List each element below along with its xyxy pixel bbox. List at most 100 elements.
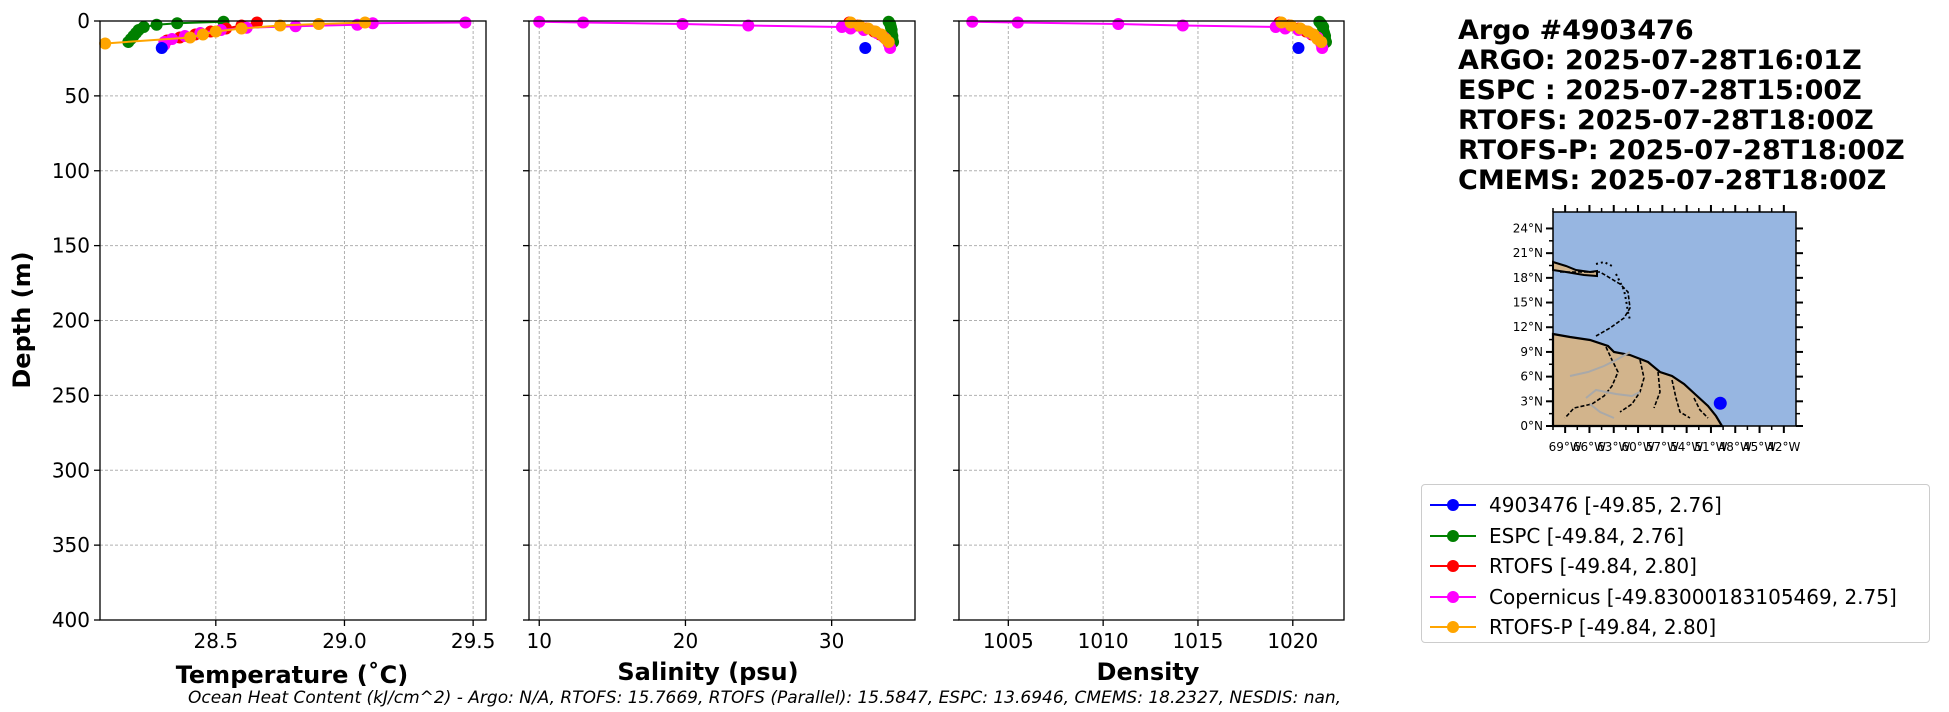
map-lon-label: 60°W xyxy=(1621,440,1654,454)
legend-entry: RTOFS-P [-49.84, 2.80] xyxy=(1422,612,1929,643)
legend-label: RTOFS-P [-49.84, 2.80] xyxy=(1489,615,1717,640)
title-line-cmems-time: CMEMS: 2025-07-28T18:00Z xyxy=(1458,165,1887,196)
map-rivers xyxy=(1569,351,1641,419)
map-lat-label: 18°N xyxy=(1513,271,1543,285)
density-panel: 1005 1010 1015 1020 xyxy=(953,15,1345,653)
legend-entry: Copernicus [-49.83000183105469, 2.75] xyxy=(1422,582,1929,613)
data-point-rtofs-p xyxy=(209,25,222,38)
legend-label: ESPC [-49.84, 2.76] xyxy=(1489,523,1685,548)
data-point-rtofs-p xyxy=(312,17,325,30)
title-line-argo-id: Argo #4903476 xyxy=(1458,15,1694,46)
map-lat-label: 6°N xyxy=(1520,370,1543,384)
map-lat-label: 9°N xyxy=(1520,345,1543,359)
data-point-rtofs-p xyxy=(184,31,197,44)
legend-marker-icon xyxy=(1430,551,1476,581)
data-point-rtofs-p xyxy=(1284,19,1297,32)
map-lon-label: 57°W xyxy=(1646,440,1679,454)
data-point-copernicus xyxy=(289,20,302,33)
map-lat-label: 0°N xyxy=(1520,419,1543,433)
data-point-rtofs xyxy=(250,16,263,29)
data-point-rtofs-p xyxy=(882,35,895,48)
y-tick-label: 350 xyxy=(52,533,90,557)
data-point-rtofs-p xyxy=(359,16,372,29)
data-point-4903476 xyxy=(859,41,872,54)
data-point-rtofs-p xyxy=(99,37,112,50)
legend-marker-icon xyxy=(1430,612,1476,642)
map-lon-label: 54°W xyxy=(1670,440,1703,454)
location-map: 0°N 3°N 6°N 9°N 12°N 15°N 18°N 21°N 24°N 69°W66°W… xyxy=(1513,205,1803,454)
legend: 4903476 [-49.85, 2.76] ESPC [-49.84, 2.76… xyxy=(1421,484,1930,643)
y-tick-label: 50 xyxy=(65,84,90,108)
map-lon-label: 63°W xyxy=(1597,440,1630,454)
y-tick-label: 100 xyxy=(52,159,90,183)
map-lon-label: 45°W xyxy=(1743,440,1776,454)
data-point-rtofs-p xyxy=(1275,16,1288,29)
title-line-rtofs-time: RTOFS: 2025-07-28T18:00Z xyxy=(1458,105,1874,136)
x-tick-label: 1010 xyxy=(1078,629,1129,653)
map-lon-label: 48°W xyxy=(1719,440,1752,454)
y-tick-label: 0 xyxy=(77,9,90,33)
y-tick-label: 400 xyxy=(52,608,90,632)
legend-label: Copernicus [-49.83000183105469, 2.75] xyxy=(1489,584,1897,609)
x-tick-label: 30 xyxy=(819,629,844,653)
legend-entry: RTOFS [-49.84, 2.80] xyxy=(1422,551,1929,582)
data-point-4903476 xyxy=(155,41,168,54)
map-land-south-america xyxy=(1551,332,1724,428)
data-point-rtofs-p xyxy=(196,28,209,41)
x-tick-label: 20 xyxy=(673,629,698,653)
map-island-arc xyxy=(1595,260,1631,321)
x-tick-label: 28.5 xyxy=(194,629,239,653)
data-point-espc xyxy=(171,17,184,30)
map-lon-label: 69°W xyxy=(1549,440,1582,454)
title-line-argo-time: ARGO: 2025-07-28T16:01Z xyxy=(1458,45,1862,76)
x-tick-label: 29.0 xyxy=(322,629,367,653)
legend-marker-icon xyxy=(1430,490,1476,520)
data-point-rtofs-p xyxy=(274,19,287,32)
x-axis-label-density: Density xyxy=(1097,658,1200,686)
data-point-rtofs-p xyxy=(235,22,248,35)
map-lat-label: 24°N xyxy=(1513,221,1543,235)
legend-label: 4903476 [-49.85, 2.76] xyxy=(1489,493,1722,518)
map-lat-label: 21°N xyxy=(1513,246,1543,260)
legend-marker-icon xyxy=(1430,521,1476,551)
map-lon-label: 42°W xyxy=(1767,440,1800,454)
data-point-4903476 xyxy=(1292,41,1305,54)
data-point-copernicus xyxy=(577,16,590,29)
x-tick-label: 1005 xyxy=(983,629,1034,653)
title-line-rtofs-p-time: RTOFS-P: 2025-07-28T18:00Z xyxy=(1458,135,1905,166)
salinity-panel: 10 20 30 xyxy=(523,15,916,653)
data-point-copernicus xyxy=(1112,17,1125,30)
x-tick-label: 1015 xyxy=(1173,629,1224,653)
temperature-panel: 0 50 100 150 200 250 300 350 400 28.5 29.0 29.5 xyxy=(52,9,496,653)
map-lat-label: 15°N xyxy=(1513,296,1543,310)
data-point-copernicus xyxy=(1176,19,1189,32)
data-point-copernicus xyxy=(1011,16,1024,29)
x-tick-label: 1020 xyxy=(1267,629,1318,653)
x-tick-label: 10 xyxy=(527,629,552,653)
legend-label: RTOFS [-49.84, 2.80] xyxy=(1489,554,1697,579)
map-lat-label: 12°N xyxy=(1513,320,1543,334)
map-lon-label: 66°W xyxy=(1573,440,1606,454)
legend-marker-icon xyxy=(1430,582,1476,612)
data-point-copernicus xyxy=(533,15,546,28)
y-tick-label: 250 xyxy=(52,383,90,407)
x-axis-label-salinity: Salinity (psu) xyxy=(617,658,798,686)
series-line-copernicus xyxy=(972,20,1324,49)
data-point-espc xyxy=(150,18,163,31)
legend-entry: ESPC [-49.84, 2.76] xyxy=(1422,521,1929,552)
data-point-rtofs-p xyxy=(1315,35,1328,48)
data-point-copernicus xyxy=(676,17,689,30)
x-axis-label-temperature: Temperature (˚C) xyxy=(176,661,409,689)
map-lon-label: 51°W xyxy=(1694,440,1727,454)
data-point-copernicus xyxy=(966,15,979,28)
map-tick-group: 0°N 3°N 6°N 9°N 12°N 15°N 18°N 21°N 24°N 69°W66°W… xyxy=(1513,205,1803,454)
legend-entry: 4903476 [-49.85, 2.76] xyxy=(1422,490,1929,521)
title-line-espc-time: ESPC : 2025-07-28T15:00Z xyxy=(1458,75,1862,106)
ocean-heat-content-footnote: Ocean Heat Content (kJ/cm^2) - Argo: N/A… xyxy=(188,688,1342,708)
y-axis-label: Depth (m) xyxy=(8,251,36,388)
y-tick-label: 200 xyxy=(52,309,90,333)
map-lat-label: 3°N xyxy=(1520,394,1543,408)
y-tick-label: 150 xyxy=(52,234,90,258)
map-float-marker xyxy=(1713,396,1727,410)
